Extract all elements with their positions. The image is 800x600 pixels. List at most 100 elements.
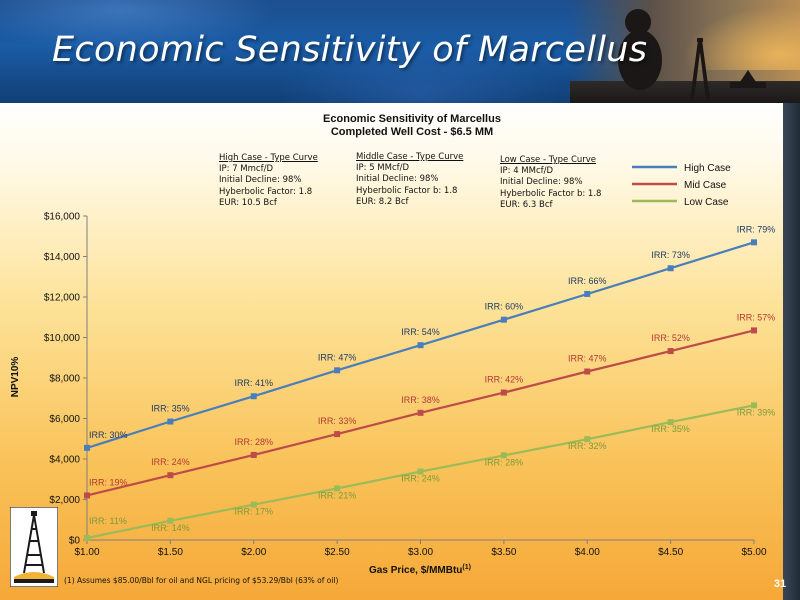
high-case-ip: IP: 7 Mmcf/D [219,164,273,175]
y-tick-label: $14,000 [44,252,81,263]
chart-title: Economic Sensitivity of Marcellus [323,113,501,125]
mid-case-point [334,431,341,438]
high-case-point [667,265,674,272]
high-case-decline: Initial Decline: 98% [219,175,302,186]
high-case-point [417,342,424,349]
high-case-irr-label: IRR: 66% [568,276,607,286]
high-case-point [167,418,174,425]
legend-label-high-case: High Case [684,163,731,174]
high-case-box: High Case - Type Curve IP: 7 Mmcf/D Init… [219,153,318,209]
y-tick-label: $10,000 [44,333,81,344]
mid-case-irr-label: IRR: 24% [151,457,190,467]
low-case-eur: EUR: 6.3 Bcf [500,199,553,210]
header-banner: Economic Sensitivity of Marcellus [0,0,800,103]
mid-case-point [584,368,591,375]
x-tick-label: $5.00 [741,547,766,558]
low-case-irr-label: IRR: 17% [234,507,273,517]
mid-case-heading: Middle Case - Type Curve [356,152,464,162]
low-case-point [751,402,757,409]
mid-case-point [167,472,174,479]
low-case-irr-label: IRR: 21% [318,490,357,500]
mid-case-irr-label: IRR: 42% [485,375,524,385]
mid-case-irr-label: IRR: 38% [401,395,440,405]
low-case-point [84,534,90,541]
x-tick-label: $4.00 [575,547,600,558]
chart-subtitle: Completed Well Cost - $6.5 MM [330,126,494,138]
low-case-ip: IP: 4 MMcf/D [500,166,554,177]
low-case-irr-label: IRR: 28% [485,457,524,467]
x-tick-label: $2.50 [325,547,350,558]
mid-case-eur: EUR: 8.2 Bcf [356,196,409,207]
mid-case-irr-label: IRR: 57% [737,312,776,322]
high-case-irr-label: IRR: 79% [737,224,776,234]
low-case-point [500,452,507,459]
chart-legend: High Case Mid Case Low Case [632,163,731,208]
legend-label-low-case: Low Case [684,197,729,208]
y-tick-label: $6,000 [49,414,80,425]
company-logo [10,507,58,587]
chart-axes: $0 $2,000 $4,000 $6,000 $8,000 $10,000 $12,000… [44,212,767,559]
x-axis-label-text: Gas Price, $/MMBtu [369,565,462,576]
low-case-irr-label: IRR: 24% [401,474,440,484]
low-case-heading: Low Case - Type Curve [500,155,597,165]
slide-title: Economic Sensitivity of Marcellus [52,30,648,70]
low-case-irr-label: IRR: 35% [651,424,690,434]
oilfield-photo [570,0,800,103]
high-case-point [584,290,591,297]
x-tick-label: $3.00 [408,547,433,558]
high-case-point [250,393,257,400]
footnote: (1) Assumes $85.00/Bbl for oil and NGL p… [64,576,339,585]
y-axis-label: NPV10% [10,357,21,398]
high-case-point [751,239,757,246]
high-case-irr-label: IRR: 73% [651,250,690,260]
low-case-point [250,501,257,508]
low-case-irr-label: IRR: 14% [151,523,190,533]
mid-case-point [751,327,757,334]
high-case-irr-label: IRR: 60% [485,302,524,312]
legend-label-mid-case: Mid Case [684,180,727,191]
high-case-point [334,367,341,374]
mid-case-irr-label: IRR: 28% [234,437,273,447]
y-tick-label: $8,000 [49,374,80,385]
mid-case-hyperbolic: Hyberbolic Factor b: 1.8 [356,185,458,196]
derrick-silhouette-icon [618,9,766,100]
high-case-irr-label: IRR: 41% [234,378,273,388]
mid-case-decline: Initial Decline: 98% [356,174,439,185]
y-tick-label: $0 [69,536,81,547]
low-case-hyperbolic: Hyberbolic Factor b: 1.8 [500,188,602,199]
mid-case-irr-label: IRR: 19% [89,477,128,487]
high-case-irr-label: IRR: 54% [401,327,440,337]
y-tick-label: $12,000 [44,293,81,304]
y-tick-label: $4,000 [49,455,80,466]
x-tick-label: $1.00 [74,547,99,558]
high-case-point [500,316,507,323]
chart-series: IRR: 30% IRR: 35% IRR: 41% IRR: 47% IRR: 54%… [84,224,775,541]
mid-case-irr-label: IRR: 47% [568,354,607,364]
high-case-irr-label: IRR: 35% [151,404,190,414]
high-case-eur: EUR: 10.5 Bcf [219,197,277,208]
high-case-irr-label: IRR: 30% [89,430,128,440]
low-case-decline: Initial Decline: 98% [500,177,583,188]
mid-case-irr-label: IRR: 33% [318,416,357,426]
mid-case-point [250,451,257,458]
high-case-hyperbolic: Hyberbolic Factor: 1.8 [219,186,313,197]
mid-case-ip: IP: 5 MMcf/D [356,163,410,174]
mid-case-point [500,389,507,396]
high-case-irr-label: IRR: 47% [318,352,357,362]
low-case-irr-label: IRR: 11% [89,516,127,526]
mid-case-irr-label: IRR: 52% [651,333,690,343]
mid-case-point [84,492,90,499]
x-tick-label: $4.50 [658,547,683,558]
low-case-point [167,517,174,524]
x-axis-label: Gas Price, $/MMBtu(1) [369,564,471,576]
x-tick-label: $1.50 [158,547,183,558]
y-tick-label: $2,000 [49,495,80,506]
low-case-point [667,419,674,426]
right-strip [783,103,800,600]
content-panel [0,103,783,600]
high-case-point [84,444,90,451]
x-tick-label: $2.00 [241,547,266,558]
mid-case-box: Middle Case - Type Curve IP: 5 MMcf/D In… [356,152,463,208]
high-case-heading: High Case - Type Curve [219,153,318,163]
low-case-point [584,436,591,443]
